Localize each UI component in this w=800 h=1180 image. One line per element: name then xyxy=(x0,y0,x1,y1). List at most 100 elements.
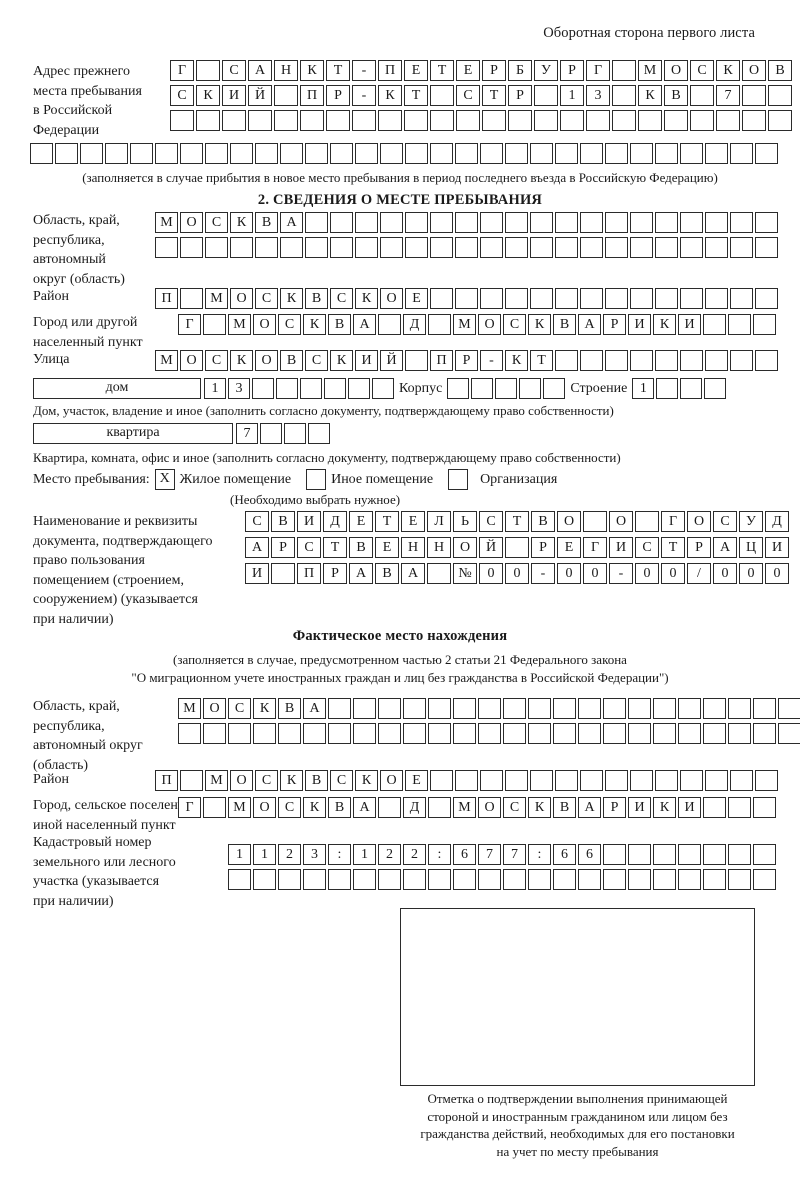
form-cell[interactable]: Ь xyxy=(453,511,477,532)
form-cell[interactable] xyxy=(656,378,679,399)
form-cell[interactable] xyxy=(178,723,201,744)
form-cell[interactable] xyxy=(728,723,751,744)
form-cell[interactable] xyxy=(530,212,553,233)
form-cell[interactable] xyxy=(403,723,426,744)
form-cell[interactable]: Г xyxy=(178,314,201,335)
form-cell[interactable]: С xyxy=(255,770,278,791)
form-cell[interactable] xyxy=(716,110,740,131)
form-cell[interactable]: К xyxy=(280,288,303,309)
form-cell[interactable] xyxy=(555,143,578,164)
form-cell[interactable] xyxy=(528,723,551,744)
form-cell[interactable]: Р xyxy=(687,537,711,558)
form-cell[interactable]: Т xyxy=(326,60,350,81)
form-cell[interactable]: С xyxy=(170,85,194,106)
form-cell[interactable] xyxy=(664,110,688,131)
form-cell[interactable] xyxy=(753,844,776,865)
form-cell[interactable] xyxy=(495,378,518,399)
form-cell[interactable] xyxy=(404,110,428,131)
form-cell[interactable]: 2 xyxy=(378,844,401,865)
form-cell[interactable]: И xyxy=(297,511,321,532)
form-cell[interactable] xyxy=(730,288,753,309)
form-cell[interactable] xyxy=(730,770,753,791)
form-cell[interactable] xyxy=(378,110,402,131)
form-cell[interactable] xyxy=(612,60,636,81)
form-cell[interactable]: К xyxy=(303,314,326,335)
form-cell[interactable]: В xyxy=(664,85,688,106)
form-cell[interactable] xyxy=(455,770,478,791)
form-cell[interactable] xyxy=(405,212,428,233)
form-cell[interactable] xyxy=(578,698,601,719)
form-cell[interactable] xyxy=(508,110,532,131)
form-cell[interactable]: Н xyxy=(401,537,425,558)
form-cell[interactable]: 0 xyxy=(713,563,737,584)
form-cell[interactable] xyxy=(355,143,378,164)
form-cell[interactable]: Е xyxy=(375,537,399,558)
form-cell[interactable]: О xyxy=(453,537,477,558)
form-cell[interactable] xyxy=(328,869,351,890)
form-cell[interactable] xyxy=(630,143,653,164)
form-cell[interactable]: К xyxy=(280,770,303,791)
form-cell[interactable] xyxy=(680,378,703,399)
form-cell[interactable]: С xyxy=(297,537,321,558)
form-cell[interactable]: Т xyxy=(375,511,399,532)
form-cell[interactable]: О xyxy=(255,350,278,371)
form-cell[interactable]: 1 xyxy=(228,844,251,865)
stay-type-checkbox-other[interactable] xyxy=(306,469,327,490)
form-cell[interactable] xyxy=(480,212,503,233)
form-cell[interactable]: О xyxy=(609,511,633,532)
form-cell[interactable]: М xyxy=(638,60,662,81)
form-cell[interactable] xyxy=(352,110,376,131)
form-cell[interactable] xyxy=(730,350,753,371)
form-cell[interactable] xyxy=(728,869,751,890)
form-cell[interactable]: А xyxy=(401,563,425,584)
form-cell[interactable]: К xyxy=(355,770,378,791)
form-cell[interactable]: Р xyxy=(603,314,626,335)
form-cell[interactable]: : xyxy=(328,844,351,865)
form-cell[interactable]: К xyxy=(638,85,662,106)
form-cell[interactable]: К xyxy=(196,85,220,106)
form-cell[interactable] xyxy=(580,350,603,371)
form-cell[interactable] xyxy=(755,143,778,164)
form-cell[interactable]: О xyxy=(180,212,203,233)
form-cell[interactable]: В xyxy=(328,314,351,335)
form-cell[interactable] xyxy=(605,770,628,791)
form-cell[interactable] xyxy=(655,237,678,258)
form-cell[interactable] xyxy=(603,869,626,890)
form-cell[interactable]: 0 xyxy=(557,563,581,584)
form-cell[interactable] xyxy=(505,288,528,309)
form-cell[interactable]: Е xyxy=(405,288,428,309)
form-cell[interactable]: К xyxy=(303,797,326,818)
form-cell[interactable] xyxy=(428,869,451,890)
form-cell[interactable] xyxy=(430,85,454,106)
form-cell[interactable]: П xyxy=(300,85,324,106)
form-cell[interactable]: С xyxy=(205,212,228,233)
form-cell[interactable]: О xyxy=(478,314,501,335)
form-cell[interactable]: Г xyxy=(583,537,607,558)
form-cell[interactable]: К xyxy=(300,60,324,81)
form-cell[interactable] xyxy=(680,237,703,258)
form-cell[interactable] xyxy=(303,723,326,744)
form-cell[interactable] xyxy=(703,314,726,335)
form-cell[interactable] xyxy=(705,288,728,309)
form-cell[interactable]: 0 xyxy=(505,563,529,584)
form-cell[interactable] xyxy=(742,85,766,106)
form-cell[interactable] xyxy=(405,237,428,258)
form-cell[interactable] xyxy=(753,869,776,890)
form-cell[interactable] xyxy=(276,378,298,399)
form-cell[interactable] xyxy=(705,143,728,164)
form-cell[interactable]: Т xyxy=(661,537,685,558)
form-cell[interactable] xyxy=(755,770,778,791)
form-cell[interactable] xyxy=(653,698,676,719)
form-cell[interactable] xyxy=(378,797,401,818)
form-cell[interactable]: А xyxy=(349,563,373,584)
form-cell[interactable] xyxy=(260,423,282,444)
cadastral-row-2[interactable] xyxy=(228,869,776,890)
form-cell[interactable]: 2 xyxy=(403,844,426,865)
form-cell[interactable] xyxy=(753,797,776,818)
form-cell[interactable]: Ц xyxy=(739,537,763,558)
form-cell[interactable] xyxy=(305,143,328,164)
form-cell[interactable]: Р xyxy=(603,797,626,818)
form-cell[interactable]: К xyxy=(716,60,740,81)
